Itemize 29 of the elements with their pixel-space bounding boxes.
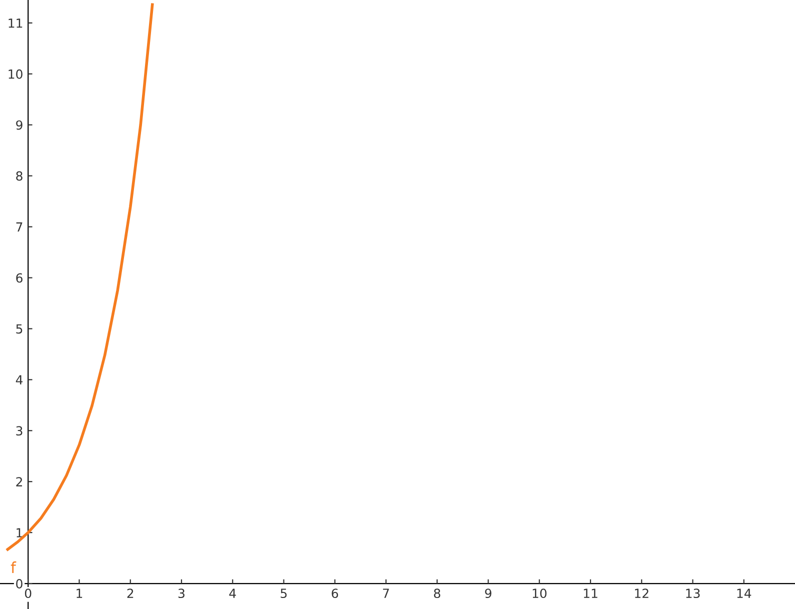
x-tick-label: 2 — [127, 588, 134, 598]
y-tick-label: 8 — [16, 171, 22, 181]
y-tick-label: 0 — [16, 578, 22, 588]
x-tick-label: 11 — [584, 588, 598, 598]
x-tick-label: 6 — [332, 588, 338, 598]
x-tick-label: 1 — [76, 588, 82, 598]
x-tick-label: 3 — [178, 588, 184, 598]
line-series — [6, 3, 154, 551]
x-tick-label: 13 — [686, 588, 700, 598]
y-tick-label: 1 — [16, 528, 22, 538]
y-tick-label: 4 — [16, 375, 23, 384]
y-tick-label: 5 — [16, 324, 22, 334]
x-tick-label: 9 — [485, 588, 492, 598]
x-tick-label: 0 — [24, 588, 32, 598]
x-tick-label: 14 — [737, 588, 752, 598]
y-tick-label: 7 — [16, 222, 22, 232]
y-tick-label: 6 — [16, 273, 22, 283]
x-tick-label: 8 — [434, 588, 440, 598]
y-tick-label: 3 — [16, 426, 22, 436]
x-tick-label: 12 — [635, 588, 648, 598]
annotation: f — [10, 561, 16, 574]
x-tick-label: 4 — [229, 588, 236, 598]
y-tick-label: 10 — [8, 69, 22, 79]
x-tick-label: 7 — [383, 588, 389, 598]
x-tick-label: 5 — [280, 588, 287, 598]
y-tick-label: 9 — [16, 120, 22, 130]
y-tick-label: 11 — [8, 18, 22, 28]
y-tick-label: 2 — [16, 477, 22, 486]
x-tick-label: 10 — [532, 588, 546, 598]
